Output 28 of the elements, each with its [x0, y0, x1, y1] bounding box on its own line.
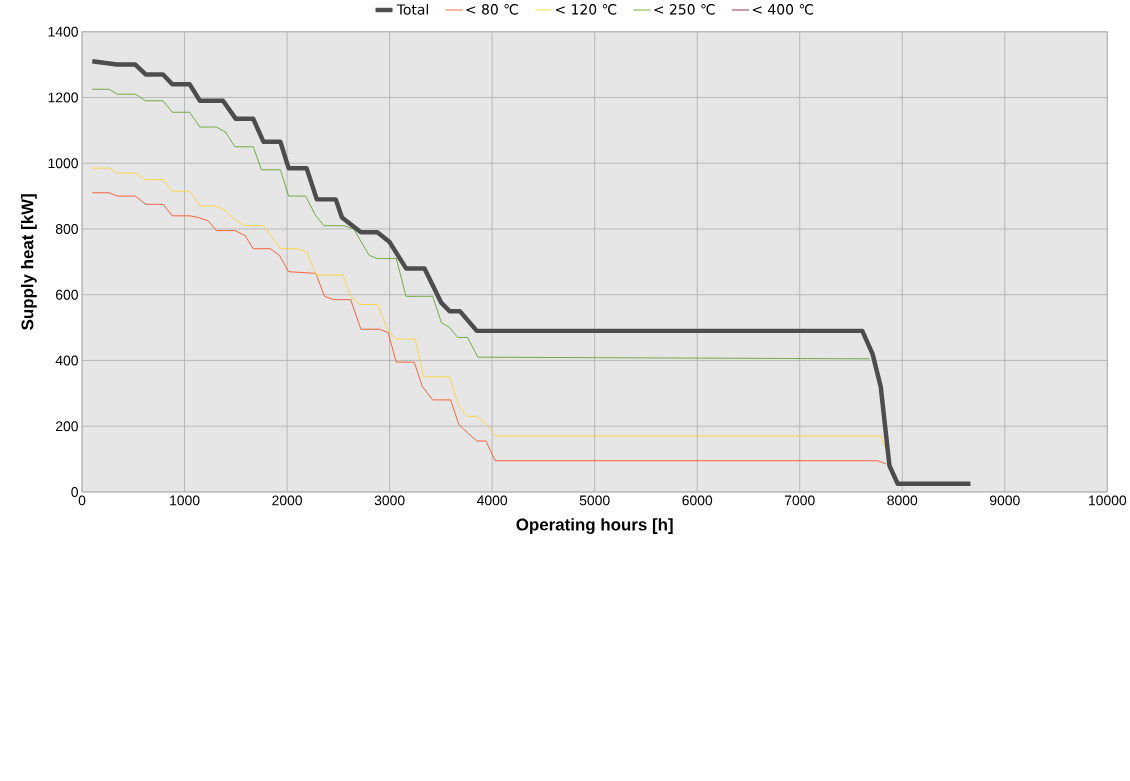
x-tick-label: 4000 — [476, 495, 508, 506]
x-tick-label: 7000 — [784, 495, 815, 506]
line-series — [90, 58, 973, 486]
y-tick-label: 1400 — [48, 26, 78, 37]
x-tick-label: 1000 — [170, 495, 200, 506]
legend-label: < 120 ℃ — [555, 3, 617, 15]
legend-label: < 80 ℃ — [466, 3, 518, 15]
x-tick-label: 8000 — [887, 495, 918, 506]
x-tick-label: 6000 — [682, 495, 713, 506]
y-axis-title: Supply heat [kW] — [20, 194, 37, 330]
x-axis-title: Operating hours [h] — [516, 518, 673, 534]
y-tick-label: 1000 — [48, 158, 78, 169]
x-tick-label: 3000 — [374, 495, 405, 506]
y-tick-label: 200 — [55, 421, 78, 432]
x-tick-label: 10000 — [1089, 495, 1127, 506]
y-tick-label: 800 — [55, 223, 78, 234]
y-tick-label: 0 — [71, 486, 78, 497]
x-tick-label: 0 — [78, 495, 86, 506]
legend-label: Total — [396, 3, 428, 15]
x-tick-label: 5000 — [579, 495, 610, 506]
line-series — [91, 88, 870, 360]
x-tick-label: 2000 — [272, 495, 303, 506]
y-tick-label: 600 — [55, 289, 78, 300]
x-tick-label: 9000 — [989, 495, 1020, 506]
legend-label: < 400 ℃ — [752, 3, 814, 15]
y-tick-label: 400 — [55, 355, 78, 366]
legend-label: < 250 ℃ — [654, 3, 715, 15]
y-tick-label: 1200 — [48, 92, 78, 103]
